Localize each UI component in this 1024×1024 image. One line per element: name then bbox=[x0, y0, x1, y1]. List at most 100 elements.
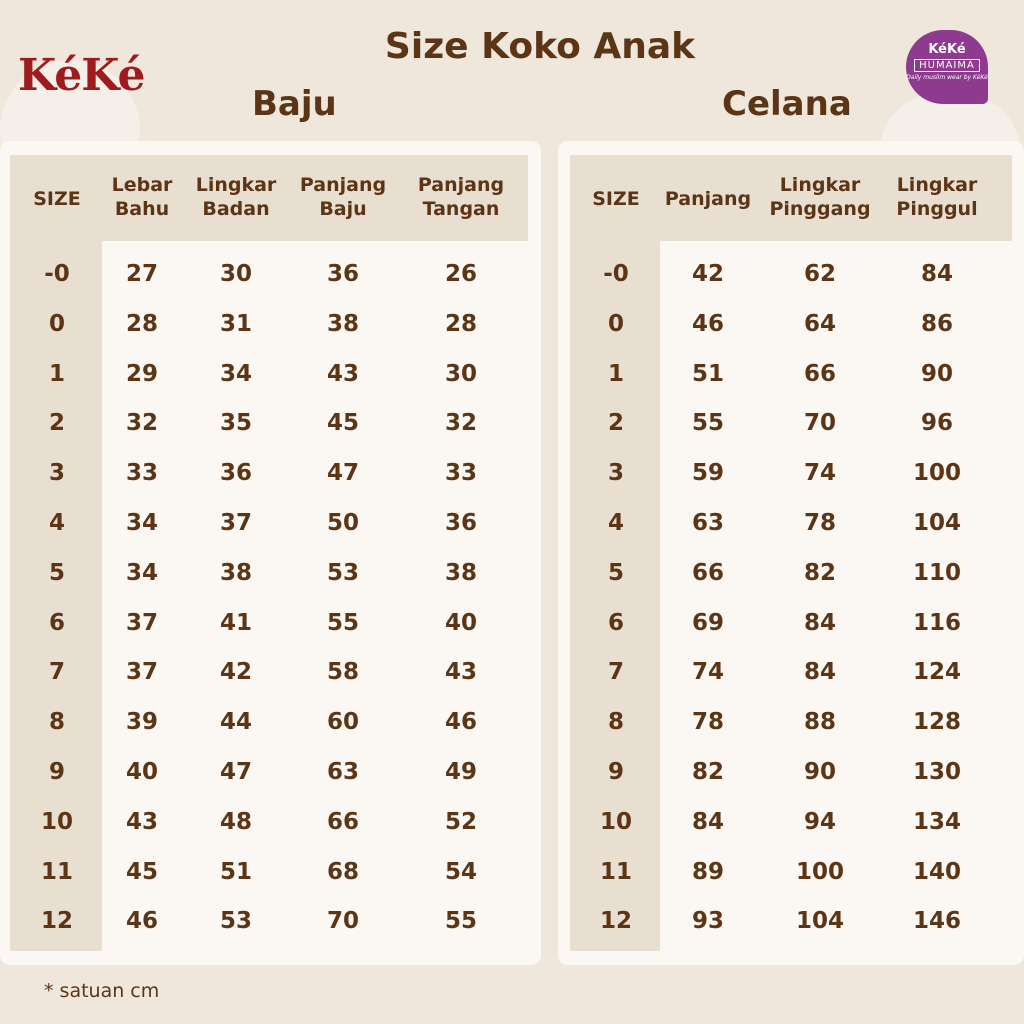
baju-size-column bbox=[10, 155, 102, 951]
logo-tagline: Daily muslim wear by KéKé bbox=[906, 74, 988, 81]
value-cell: 74 bbox=[691, 659, 725, 686]
value-cell: 104 bbox=[912, 510, 962, 536]
size-cell: 1 bbox=[48, 360, 66, 387]
size-cell: 1 bbox=[607, 360, 625, 387]
value-cell: 66 bbox=[326, 808, 360, 835]
value-cell: 32 bbox=[125, 410, 159, 437]
size-cell: -0 bbox=[603, 261, 629, 287]
size-cell: 4 bbox=[48, 510, 66, 536]
size-cell: 12 bbox=[40, 908, 74, 935]
value-cell: 90 bbox=[920, 360, 954, 387]
header-line: Panjang bbox=[417, 174, 505, 196]
unit-note: * satuan cm bbox=[44, 980, 160, 1002]
value-cell: 96 bbox=[920, 410, 954, 437]
value-cell: 68 bbox=[326, 858, 360, 885]
value-cell: 40 bbox=[444, 609, 478, 636]
value-cell: 46 bbox=[444, 709, 478, 736]
header-line: Lingkar bbox=[779, 174, 861, 196]
value-cell: 116 bbox=[912, 609, 962, 636]
value-cell: 38 bbox=[444, 559, 478, 586]
value-cell: 45 bbox=[125, 858, 159, 885]
value-cell: 93 bbox=[691, 908, 725, 935]
value-cell: 32 bbox=[444, 410, 478, 437]
value-cell: 124 bbox=[912, 659, 962, 686]
size-cell: 8 bbox=[48, 709, 66, 736]
column-header: Lingkar Pinggul bbox=[896, 173, 977, 221]
page-title: Size Koko Anak bbox=[384, 26, 696, 67]
column-header: SIZE bbox=[33, 187, 81, 211]
value-cell: 29 bbox=[125, 360, 159, 387]
value-cell: 82 bbox=[803, 559, 837, 586]
value-cell: 130 bbox=[912, 759, 962, 785]
size-cell: 0 bbox=[48, 310, 66, 337]
baju-title: Baju bbox=[252, 84, 337, 124]
value-cell: 66 bbox=[691, 559, 725, 586]
value-cell: 35 bbox=[219, 410, 253, 437]
header-line: Baju bbox=[319, 198, 367, 220]
value-cell: 43 bbox=[326, 360, 360, 387]
value-cell: 34 bbox=[125, 510, 159, 536]
value-cell: 86 bbox=[920, 310, 954, 337]
value-cell: 38 bbox=[219, 559, 253, 586]
value-cell: 30 bbox=[444, 360, 478, 387]
keke-logo: KéKé bbox=[18, 50, 146, 101]
size-cell: 2 bbox=[607, 410, 625, 437]
value-cell: 26 bbox=[444, 261, 478, 287]
value-cell: 43 bbox=[444, 659, 478, 686]
size-cell: 5 bbox=[48, 559, 66, 586]
header-line: Badan bbox=[202, 198, 270, 220]
value-cell: 146 bbox=[912, 908, 962, 935]
value-cell: 78 bbox=[803, 510, 837, 536]
header-line: Pinggul bbox=[896, 198, 978, 220]
header-line: Panjang bbox=[664, 188, 752, 210]
size-cell: 7 bbox=[607, 659, 625, 686]
size-cell: 10 bbox=[599, 808, 633, 835]
value-cell: 60 bbox=[326, 709, 360, 736]
size-cell: 9 bbox=[607, 759, 625, 785]
column-header: Lebar Bahu bbox=[112, 173, 173, 221]
value-cell: 90 bbox=[803, 759, 837, 785]
value-cell: 84 bbox=[691, 808, 725, 835]
size-cell: 2 bbox=[48, 410, 66, 437]
value-cell: 41 bbox=[219, 609, 253, 636]
header-line: Pinggang bbox=[769, 198, 871, 220]
value-cell: 37 bbox=[125, 659, 159, 686]
header-line: Bahu bbox=[114, 198, 170, 220]
value-cell: 30 bbox=[219, 261, 253, 287]
value-cell: 34 bbox=[125, 559, 159, 586]
value-cell: 82 bbox=[691, 759, 725, 785]
header-line: Panjang bbox=[299, 174, 387, 196]
column-header: Panjang Tangan bbox=[418, 173, 504, 221]
value-cell: 27 bbox=[125, 261, 159, 287]
value-cell: 134 bbox=[912, 808, 962, 835]
celana-table: SIZE Panjang Lingkar Pinggang Lingkar Pinggul… bbox=[558, 141, 1024, 965]
size-cell: 6 bbox=[48, 609, 66, 636]
value-cell: 84 bbox=[920, 261, 954, 287]
celana-title: Celana bbox=[722, 84, 852, 124]
value-cell: 36 bbox=[219, 460, 253, 487]
value-cell: 84 bbox=[803, 609, 837, 636]
value-cell: 84 bbox=[803, 659, 837, 686]
value-cell: 58 bbox=[326, 659, 360, 686]
size-cell: -0 bbox=[44, 261, 70, 287]
size-cell: 9 bbox=[48, 759, 66, 785]
value-cell: 100 bbox=[795, 858, 845, 885]
value-cell: 37 bbox=[125, 609, 159, 636]
value-cell: 51 bbox=[691, 360, 725, 387]
value-cell: 74 bbox=[803, 460, 837, 487]
size-cell: 8 bbox=[607, 709, 625, 736]
value-cell: 47 bbox=[326, 460, 360, 487]
size-cell: 12 bbox=[599, 908, 633, 935]
size-cell: 0 bbox=[607, 310, 625, 337]
value-cell: 104 bbox=[795, 908, 845, 935]
header-line: Lingkar bbox=[896, 174, 978, 196]
value-cell: 50 bbox=[326, 510, 360, 536]
value-cell: 38 bbox=[326, 310, 360, 337]
column-header: Panjang Baju bbox=[300, 173, 386, 221]
header-line: SIZE bbox=[592, 188, 640, 210]
value-cell: 28 bbox=[444, 310, 478, 337]
header-line: Tangan bbox=[422, 198, 500, 220]
value-cell: 33 bbox=[125, 460, 159, 487]
value-cell: 37 bbox=[219, 510, 253, 536]
size-cell: 3 bbox=[48, 460, 66, 487]
